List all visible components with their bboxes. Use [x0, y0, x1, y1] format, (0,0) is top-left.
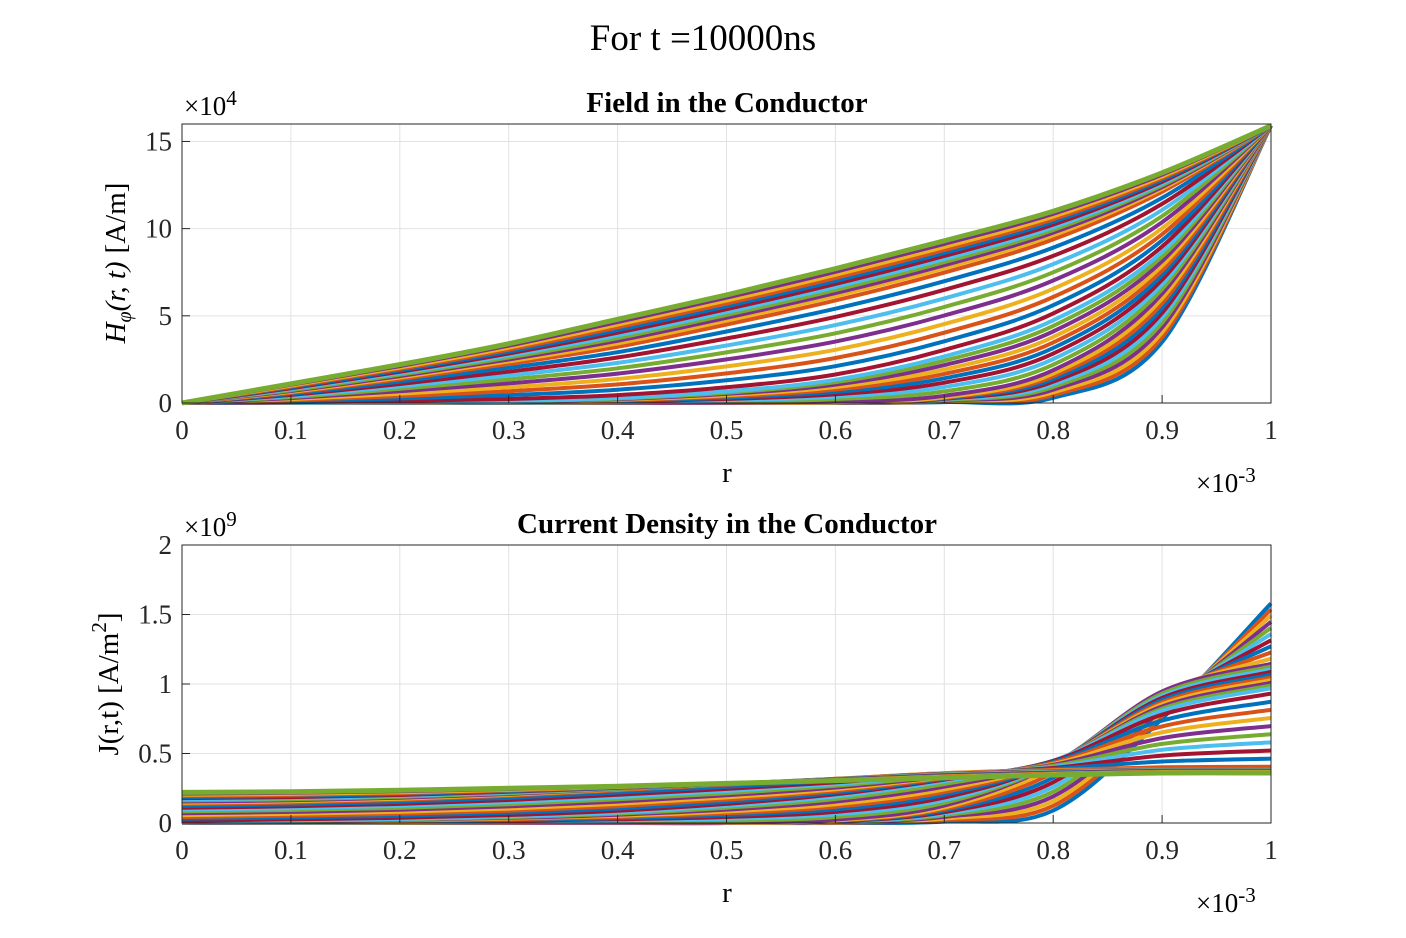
x-tick-label: 0.1	[274, 835, 308, 865]
x-tick-label: 0.9	[1145, 835, 1179, 865]
y-tick-label: 10	[145, 214, 172, 244]
x-tick-label: 0.1	[274, 415, 308, 445]
y-tick-label: 1.5	[138, 600, 172, 630]
x-tick-label: 0.8	[1036, 835, 1070, 865]
field-y-exponent: ×104	[184, 86, 237, 121]
series-line	[181, 707, 1272, 819]
field-x-ticks: 0 0.1 0.2 0.3 0.4 0.5 0.6 0.7 0.8 0.9 1	[175, 395, 1278, 445]
x-tick-label: 0.4	[601, 835, 635, 865]
y-tick-label: 0	[159, 388, 173, 418]
series-line	[181, 756, 1272, 808]
series-line	[181, 123, 1272, 406]
field-y-ticks: 0 5 10 15	[145, 126, 190, 418]
x-tick-label: 0.4	[601, 415, 635, 445]
current-y-ticks: 0 0.5 1 1.5 2	[138, 530, 190, 838]
y-tick-label: 15	[145, 126, 172, 156]
field-x-label: r	[722, 457, 732, 489]
series-line	[181, 124, 1273, 405]
x-tick-label: 0.5	[710, 415, 744, 445]
current-y-label: J(r,t) [A/m2]	[87, 612, 125, 755]
figure-suptitle: For t =10000ns	[590, 18, 816, 59]
current-chart-title: Current Density in the Conductor	[517, 508, 937, 540]
current-x-exponent: ×10-3	[1196, 883, 1256, 918]
series-line	[181, 770, 1272, 795]
x-tick-label: 0.3	[492, 835, 526, 865]
x-tick-label: 0	[175, 415, 189, 445]
series-line	[181, 748, 1272, 810]
y-tick-label: 2	[159, 530, 173, 560]
current-density-chart: Current Density in the Conductor 0 0.1 0.2…	[87, 507, 1278, 918]
x-tick-label: 0.5	[710, 835, 744, 865]
field-chart-title: Field in the Conductor	[586, 87, 867, 119]
field-y-label: Hφ(r, t)[A/m]	[100, 183, 136, 345]
series-line	[181, 124, 1273, 405]
series-line	[181, 716, 1272, 818]
x-tick-label: 0.7	[927, 835, 961, 865]
series-line	[181, 124, 1273, 405]
series-line	[181, 124, 1273, 405]
series-line	[181, 699, 1272, 821]
y-tick-label: 0.5	[138, 739, 172, 769]
y-tick-label: 5	[159, 301, 173, 331]
y-tick-label: 1	[159, 669, 173, 699]
x-tick-label: 0.2	[383, 835, 417, 865]
series-line	[181, 124, 1273, 405]
current-x-ticks: 0 0.1 0.2 0.3 0.4 0.5 0.6 0.7 0.8 0.9 1	[175, 815, 1278, 865]
field-chart: Field in the Conductor 0 0.1 0.2 0.3 0.4 0.5 0…	[100, 86, 1278, 498]
x-tick-label: 0	[175, 835, 189, 865]
x-tick-label: 0.3	[492, 415, 526, 445]
series-line	[181, 124, 1273, 405]
x-tick-label: 1	[1264, 835, 1278, 865]
x-tick-label: 0.9	[1145, 415, 1179, 445]
x-tick-label: 0.6	[819, 415, 853, 445]
x-tick-label: 0.8	[1036, 415, 1070, 445]
field-x-exponent: ×10-3	[1196, 463, 1256, 498]
x-tick-label: 0.6	[819, 835, 853, 865]
y-tick-label: 0	[159, 808, 173, 838]
series-line	[181, 724, 1272, 816]
x-tick-label: 1	[1264, 415, 1278, 445]
series-line	[181, 124, 1273, 405]
series-line	[181, 732, 1272, 814]
x-tick-label: 0.2	[383, 415, 417, 445]
series-line	[181, 740, 1272, 812]
series-line	[181, 124, 1273, 405]
series-line	[181, 691, 1272, 823]
current-x-label: r	[722, 877, 732, 909]
x-tick-label: 0.7	[927, 415, 961, 445]
current-y-exponent: ×109	[184, 507, 237, 542]
